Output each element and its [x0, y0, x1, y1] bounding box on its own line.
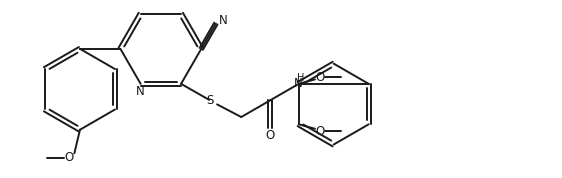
Text: O: O [315, 125, 325, 138]
Text: O: O [315, 71, 325, 84]
Text: N: N [294, 77, 303, 90]
Text: H: H [297, 73, 305, 83]
Text: O: O [64, 151, 74, 164]
Text: S: S [206, 94, 214, 107]
Text: N: N [135, 85, 144, 98]
Text: N: N [219, 14, 228, 27]
Text: O: O [265, 129, 275, 142]
